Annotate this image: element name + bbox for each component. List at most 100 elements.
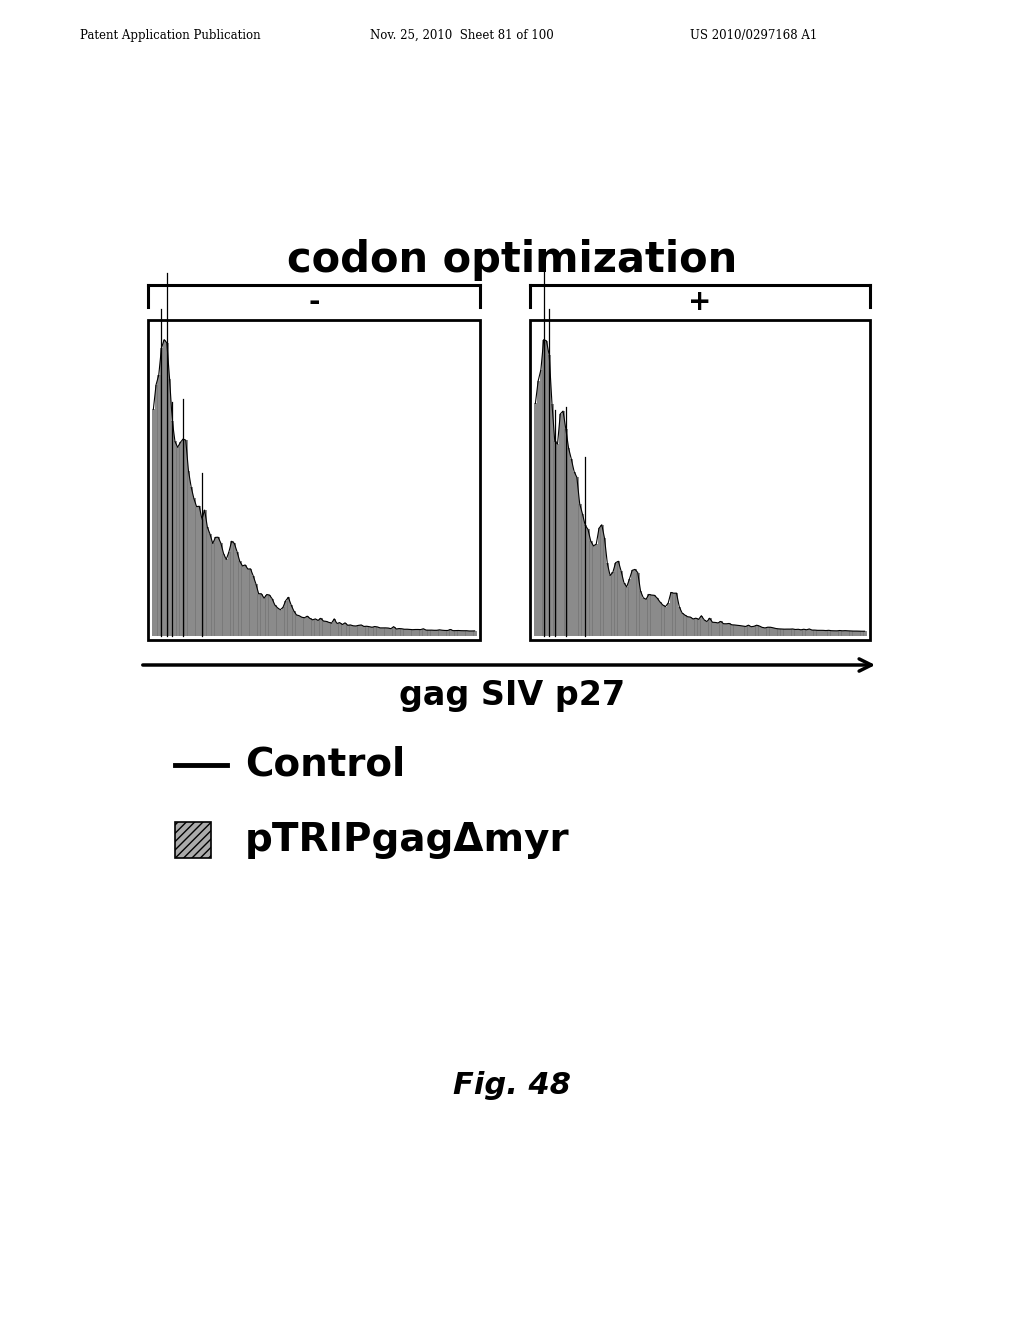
Bar — [452, 631, 455, 636]
Bar — [463, 631, 466, 636]
Bar — [587, 529, 590, 636]
Text: Patent Application Publication: Patent Application Publication — [80, 29, 261, 41]
Bar — [397, 628, 401, 636]
Bar — [824, 631, 827, 636]
Text: US 2010/0297168 A1: US 2010/0297168 A1 — [690, 29, 817, 41]
Bar — [600, 525, 604, 636]
Bar — [166, 343, 169, 636]
Bar — [628, 579, 632, 636]
Bar — [556, 444, 559, 636]
Bar — [662, 605, 665, 636]
Bar — [233, 544, 237, 636]
Bar — [572, 471, 575, 636]
Bar — [198, 507, 201, 636]
Bar — [634, 569, 637, 636]
Bar — [265, 594, 268, 636]
Bar — [836, 631, 839, 636]
Bar — [346, 626, 349, 636]
Text: Fig. 48: Fig. 48 — [453, 1071, 571, 1100]
Bar — [247, 569, 250, 636]
Bar — [338, 623, 341, 636]
Bar — [379, 628, 382, 636]
Bar — [720, 622, 723, 636]
Bar — [403, 630, 407, 636]
Bar — [567, 447, 570, 636]
Bar — [805, 630, 808, 636]
Bar — [300, 618, 304, 636]
Bar — [433, 630, 436, 636]
Bar — [382, 628, 385, 636]
Bar — [204, 510, 207, 636]
Bar — [282, 607, 285, 636]
Bar — [311, 620, 314, 636]
Bar — [357, 626, 360, 636]
Bar — [800, 630, 803, 636]
Bar — [160, 348, 163, 636]
Bar — [650, 595, 653, 636]
Bar — [691, 619, 695, 636]
Bar — [384, 628, 387, 636]
Bar — [209, 535, 212, 636]
Bar — [219, 543, 222, 636]
Bar — [694, 618, 697, 636]
Bar — [473, 631, 476, 636]
Bar — [792, 628, 795, 636]
Bar — [181, 440, 185, 636]
Bar — [598, 528, 601, 636]
Bar — [860, 631, 863, 636]
Bar — [575, 478, 579, 636]
Bar — [697, 619, 700, 636]
Bar — [374, 627, 377, 636]
Bar — [257, 594, 260, 636]
Bar — [709, 618, 712, 636]
Bar — [236, 552, 239, 636]
Bar — [783, 630, 786, 636]
Bar — [797, 630, 800, 636]
Bar — [808, 628, 811, 636]
Bar — [152, 409, 156, 636]
Bar — [766, 627, 770, 636]
Bar — [706, 622, 709, 636]
Bar — [756, 626, 759, 636]
Bar — [268, 595, 271, 636]
Bar — [839, 631, 842, 636]
Bar — [675, 593, 678, 636]
Bar — [664, 607, 668, 636]
Bar — [354, 626, 357, 636]
Bar — [211, 544, 215, 636]
Bar — [412, 630, 415, 636]
Bar — [387, 628, 390, 636]
Bar — [780, 630, 783, 636]
Bar — [821, 631, 825, 636]
Bar — [419, 630, 423, 636]
Bar — [603, 539, 606, 636]
Bar — [376, 627, 379, 636]
Bar — [276, 607, 280, 636]
Bar — [392, 627, 395, 636]
Bar — [545, 341, 548, 636]
Bar — [314, 619, 317, 636]
Bar — [686, 616, 689, 636]
Bar — [813, 630, 817, 636]
Bar — [764, 628, 767, 636]
Bar — [308, 618, 311, 636]
Bar — [270, 599, 274, 636]
Bar — [772, 628, 775, 636]
Bar — [225, 560, 228, 636]
Bar — [441, 630, 444, 636]
Bar — [858, 631, 861, 636]
Bar — [653, 595, 656, 636]
Bar — [279, 610, 282, 636]
Text: -: - — [308, 288, 319, 315]
Bar — [336, 623, 339, 636]
Bar — [430, 630, 433, 636]
Bar — [614, 562, 617, 636]
Bar — [711, 622, 715, 636]
Bar — [206, 527, 209, 636]
Bar — [551, 404, 554, 636]
Bar — [260, 594, 263, 636]
Bar — [414, 630, 417, 636]
Bar — [201, 519, 204, 636]
Bar — [193, 499, 196, 636]
Bar — [803, 630, 806, 636]
